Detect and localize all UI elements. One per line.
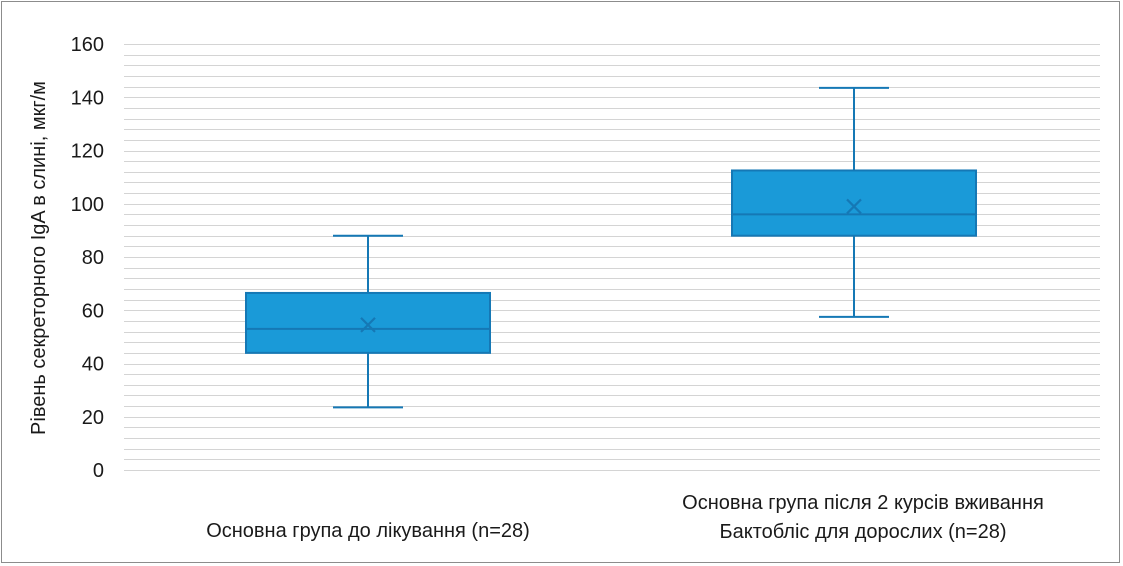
iqr-box	[245, 291, 491, 354]
mean-marker	[360, 317, 376, 333]
iqr-box	[731, 169, 977, 237]
boxes	[245, 86, 977, 409]
category-label: Основна група після 2 курсів вживання	[682, 492, 1044, 514]
mean-marker	[846, 198, 862, 215]
box-group	[245, 234, 491, 409]
category-label: Основна група до лікування (n=28)	[206, 520, 530, 542]
y-tick-label: 120	[71, 141, 104, 163]
box-group	[731, 86, 977, 318]
y-tick-label: 160	[71, 34, 104, 56]
y-tick-label: 0	[93, 460, 104, 482]
grid-lines	[124, 44, 1100, 471]
y-tick-label: 60	[82, 300, 104, 322]
y-tick-label: 40	[82, 354, 104, 376]
y-tick-label: 80	[82, 247, 104, 269]
y-tick-label: 140	[71, 87, 104, 109]
y-tick-label: 20	[82, 407, 104, 429]
category-labels: Основна група до лікування (n=28) Основна…	[206, 492, 1044, 543]
y-axis-label: Рівень секреторного IgA в слині, мкг/м	[28, 81, 50, 435]
y-axis-ticks: 0 20 40 60 80 100 120 140 160	[71, 34, 104, 482]
y-tick-label: 100	[71, 194, 104, 216]
category-label: Бактобліс для дорослих (n=28)	[719, 521, 1006, 543]
